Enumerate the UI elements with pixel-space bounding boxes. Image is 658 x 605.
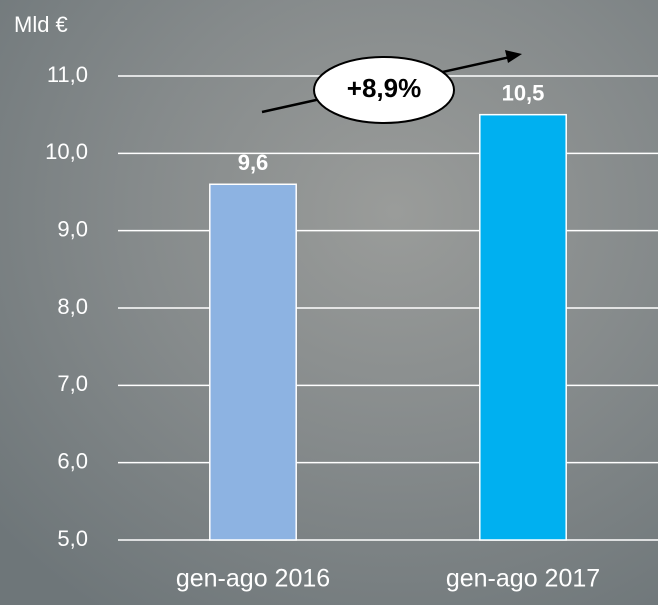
y-tick-label: 11,0 (47, 62, 88, 87)
value-label: 10,5 (502, 80, 545, 105)
bar (210, 184, 296, 540)
annotation: +8,9% (347, 73, 421, 103)
y-tick-label: 10,0 (45, 139, 88, 164)
y-tick-label: 7,0 (57, 371, 88, 396)
chart: Mld € 5,0 6,0 7,0 8,0 9,0 10,0 11,0 gen-ago 201… (0, 0, 658, 605)
y-tick-label: 9,0 (57, 216, 88, 241)
y-tick-label: 6,0 (57, 448, 88, 473)
y-tick-label: 8,0 (57, 294, 88, 319)
value-label: 9,6 (238, 150, 269, 175)
y-axis-label: Mld € (14, 12, 68, 37)
bar (480, 115, 566, 540)
x-tick-label: gen-ago 2016 (176, 565, 330, 593)
x-tick-label: gen-ago 2017 (446, 565, 600, 593)
y-tick-label: 5,0 (57, 526, 88, 551)
